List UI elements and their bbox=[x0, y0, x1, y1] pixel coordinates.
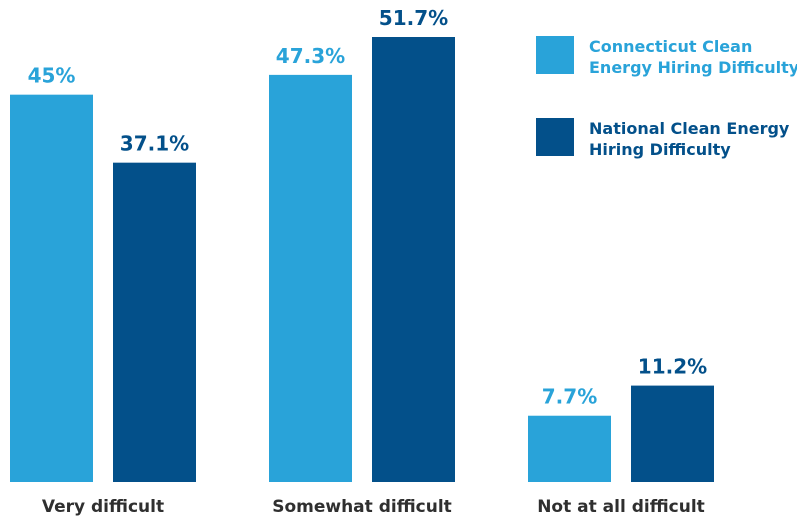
data-label-very-difficult-national: 37.1% bbox=[120, 132, 189, 156]
bar-somewhat-difficult-national bbox=[372, 37, 455, 482]
data-label-very-difficult-connecticut: 45% bbox=[28, 64, 76, 88]
category-label-not-at-all-difficult: Not at all difficult bbox=[537, 497, 705, 517]
data-label-somewhat-difficult-connecticut: 47.3% bbox=[276, 44, 345, 68]
category-label-somewhat-difficult: Somewhat difficult bbox=[272, 497, 452, 517]
data-label-somewhat-difficult-national: 51.7% bbox=[379, 6, 448, 30]
legend-swatch-connecticut bbox=[536, 36, 574, 74]
legend-swatch-national bbox=[536, 118, 574, 156]
bar-very-difficult-connecticut bbox=[10, 94, 93, 482]
data-label-not-at-all-difficult-connecticut: 7.7% bbox=[542, 385, 597, 409]
data-label-not-at-all-difficult-national: 11.2% bbox=[638, 355, 707, 379]
bar-not-at-all-difficult-connecticut bbox=[528, 415, 611, 482]
bar-very-difficult-national bbox=[113, 162, 196, 483]
category-label-very-difficult: Very difficult bbox=[42, 497, 164, 517]
legend-label-connecticut: Connecticut Clean Energy Hiring Difficul… bbox=[589, 37, 797, 77]
legend-label-national: National Clean Energy Hiring Difficulty bbox=[589, 119, 790, 159]
bar-somewhat-difficult-connecticut bbox=[269, 74, 352, 482]
bar-not-at-all-difficult-national bbox=[631, 385, 714, 482]
